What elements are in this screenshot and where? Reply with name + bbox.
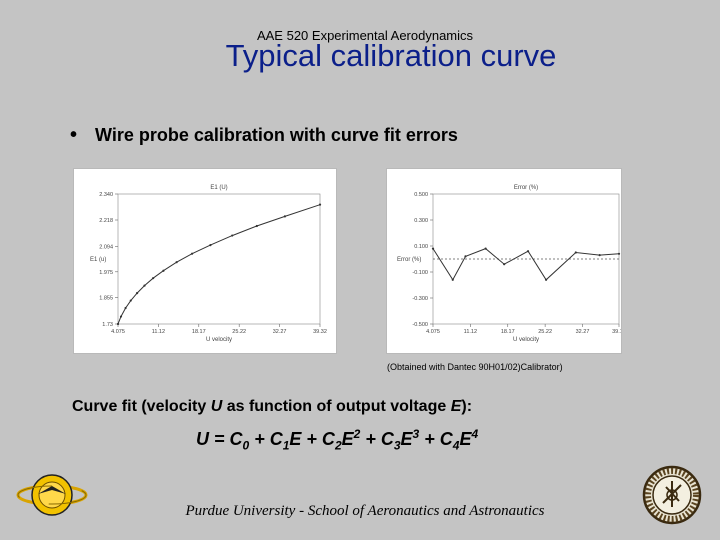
y-tick-label: 2.094 — [99, 244, 113, 250]
x-tick-label: 25.22 — [232, 329, 246, 335]
equation-term: E — [341, 429, 354, 449]
x-tick-label: 18.17 — [192, 329, 206, 335]
x-axis-label: U velocity — [206, 337, 232, 343]
data-point — [129, 299, 132, 302]
y-tick-label: 0.100 — [414, 244, 428, 250]
x-tick-label: 4.075 — [111, 329, 125, 335]
equation-superscript: 2 — [353, 427, 361, 441]
equation-term: E + C — [289, 429, 335, 449]
data-point — [135, 291, 139, 295]
data-point — [209, 244, 212, 247]
equation-term: E — [459, 429, 472, 449]
bullet-glyph: • — [70, 124, 78, 146]
y-axis-label: E1 (u) — [90, 257, 106, 263]
data-point — [231, 234, 234, 237]
data-point — [526, 250, 530, 253]
data-point — [544, 278, 548, 281]
x-tick-label: 11.12 — [464, 329, 477, 335]
data-point — [617, 252, 621, 255]
equation-term: + C — [419, 429, 453, 449]
data-point — [116, 322, 120, 326]
y-tick-label: 1.73 — [102, 322, 113, 328]
data-point — [190, 252, 194, 255]
equation-superscript: 3 — [412, 427, 420, 441]
data-point — [152, 277, 155, 280]
data-point — [318, 203, 322, 206]
data-point — [431, 247, 435, 250]
equation-subscript: 1 — [282, 438, 290, 453]
chart-title: Error (%) — [514, 185, 538, 191]
fit-desc-var-e: E — [450, 398, 462, 415]
x-tick-label: 39.15 — [612, 329, 621, 335]
x-tick-label: 32.27 — [576, 329, 590, 335]
y-tick-label: -0.500 — [412, 322, 428, 328]
bullet-text: Wire probe calibration with curve fit er… — [95, 125, 458, 145]
plot-frame — [117, 193, 321, 325]
equation-term: + C — [249, 429, 283, 449]
y-axis-label: Error (%) — [397, 257, 421, 263]
course-title: AAE 520 Experimental Aerodynamics — [256, 28, 474, 43]
data-point — [484, 247, 487, 250]
error-chart: Error (%) U velocity Error (%) 4.075 11.12 18… — [397, 185, 621, 343]
chart-title: E1 (U) — [210, 185, 227, 191]
error-chart-panel: Error (%) U velocity Error (%) 4.075 11.12 18… — [386, 168, 622, 354]
x-tick-label: 25.22 — [538, 329, 552, 335]
data-point — [143, 284, 146, 287]
purdue-seal-icon — [642, 465, 702, 525]
x-tick-label: 11.12 — [152, 329, 165, 335]
equation-subscript: 0 — [242, 438, 250, 453]
x-tick-label: 32.27 — [273, 329, 287, 335]
y-tick-label: 1.975 — [99, 270, 113, 276]
data-point — [598, 254, 601, 257]
data-point — [119, 315, 123, 318]
data-point — [451, 278, 454, 281]
x-axis-label: U velocity — [513, 337, 539, 343]
source-note: (Obtained with Dantec 90H01/02)Calibrato… — [387, 362, 563, 372]
series-line — [432, 248, 620, 281]
fit-desc-middle: as function of output voltage — [222, 398, 451, 415]
y-tick-label: 2.340 — [99, 192, 113, 198]
fit-equation: U = C0 + C1E + C2E2 + C3E3 + C4E4 — [196, 427, 478, 453]
slide-title: Typical calibration curve — [225, 38, 557, 73]
data-point — [574, 251, 577, 254]
calibration-chart: E1 (U) U velocity E1 (u) 4.075 11.12 18.17 25.… — [90, 185, 327, 343]
equation-term: U = C — [196, 429, 243, 449]
data-point — [124, 306, 127, 310]
x-tick-label: 18.17 — [501, 329, 515, 335]
data-point — [255, 224, 258, 228]
x-tick-label: 4.075 — [426, 329, 440, 335]
data-point — [503, 263, 506, 266]
x-tick-label: 39.32 — [313, 329, 327, 335]
equation-term: + C — [360, 429, 394, 449]
equation-term: E — [400, 429, 413, 449]
equation-subscript: 4 — [452, 438, 460, 453]
data-point — [175, 261, 178, 264]
fit-desc-suffix: ): — [461, 398, 473, 415]
y-tick-label: 0.500 — [414, 192, 428, 198]
footer-text: Purdue University - School of Aeronautic… — [185, 503, 545, 519]
fit-desc-prefix: Curve fit (velocity — [72, 398, 211, 415]
y-tick-label: -0.300 — [412, 296, 428, 302]
y-tick-label: 2.218 — [99, 218, 113, 224]
y-tick-label: 1.855 — [99, 295, 113, 301]
series-line — [117, 204, 321, 325]
calibration-chart-panel: E1 (U) U velocity E1 (u) 4.075 11.12 18.17 25.… — [73, 168, 337, 354]
data-point — [162, 269, 165, 272]
y-tick-label: -0.100 — [412, 270, 428, 276]
aeronautics-emblem-icon — [16, 474, 88, 516]
fit-desc-var-u: U — [210, 398, 223, 415]
y-tick-label: 0.300 — [414, 218, 428, 224]
bullet-item: • Wire probe calibration with curve fit … — [70, 124, 458, 147]
data-point — [464, 255, 467, 258]
curve-fit-description: Curve fit (velocity U as function of out… — [72, 398, 472, 416]
equation-subscript: 3 — [393, 438, 401, 453]
equation-superscript: 4 — [471, 427, 479, 441]
data-point — [283, 215, 287, 218]
equation-subscript: 2 — [334, 438, 342, 453]
